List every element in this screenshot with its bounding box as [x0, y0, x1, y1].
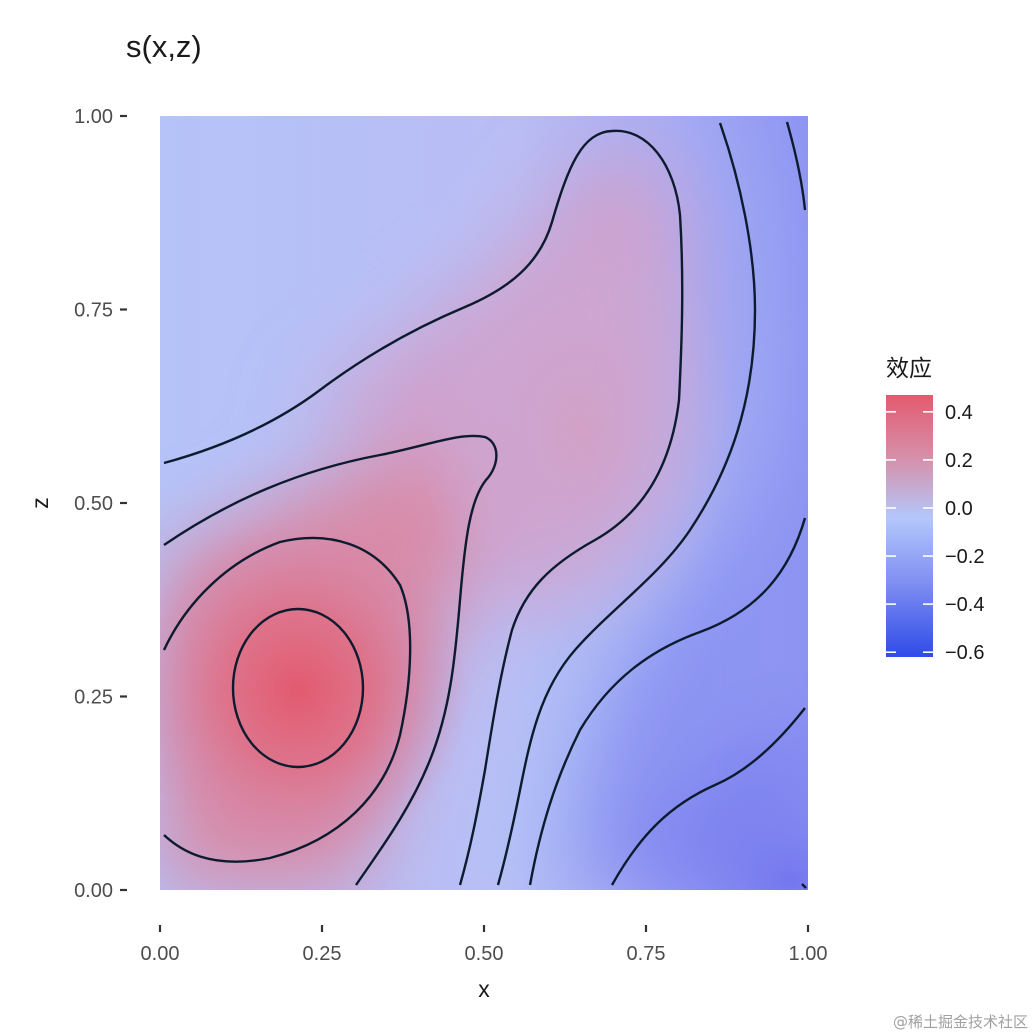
- heat-hotspot: [160, 515, 468, 865]
- y-axis-title: z: [27, 497, 53, 509]
- contour-line: [801, 883, 807, 889]
- plot-panel: [160, 116, 808, 890]
- y-tick-label: 0.75: [74, 300, 113, 322]
- heat-region-cool-right: [560, 116, 808, 890]
- legend-tick-label: −0.2: [945, 546, 984, 568]
- legend-title: 效应: [886, 356, 932, 382]
- contour-line: [528, 517, 807, 886]
- y-tick-label: 0.25: [74, 687, 113, 709]
- heat-cool-glow: [620, 750, 808, 890]
- legend-tick-label: 0.4: [945, 402, 973, 424]
- x-axis-title: x: [478, 976, 490, 1002]
- legend-ticks: 0.4 0.2 0.0 −0.2 −0.4 −0.6: [886, 402, 984, 664]
- heat-ridge-glow: [420, 210, 740, 650]
- legend-tick-label: −0.4: [945, 594, 984, 616]
- x-tick-label: 0.00: [141, 943, 180, 965]
- x-tick-label: 0.50: [465, 943, 504, 965]
- contour-line: [163, 129, 684, 886]
- contour-line: [785, 121, 807, 211]
- y-tick-label: 0.00: [74, 880, 113, 902]
- contour-lines: [162, 121, 807, 889]
- x-tick-label: 0.75: [627, 943, 666, 965]
- contour-line: [610, 707, 806, 886]
- legend-tick-label: 0.0: [945, 498, 973, 520]
- watermark: @稀土掘金技术社区: [892, 1013, 1028, 1031]
- legend: 效应 0.4 0.2 0.0 −0.2 −0.4 −0.6: [886, 356, 984, 664]
- contour-line: [496, 122, 757, 886]
- x-axis: 0.00 0.25 0.50 0.75 1.00: [141, 925, 828, 965]
- contour-line: [231, 607, 365, 769]
- x-tick-label: 0.25: [303, 943, 342, 965]
- legend-colorbar: [886, 395, 933, 657]
- contour-line: [163, 434, 498, 886]
- legend-tick-label: −0.6: [945, 642, 984, 664]
- legend-tick-label: 0.2: [945, 450, 973, 472]
- y-axis: 0.00 0.25 0.50 0.75 1.00: [74, 106, 127, 902]
- contour-line: [162, 536, 412, 863]
- heat-region-neutral-band: [480, 116, 768, 890]
- chart-title: s(x,z): [126, 29, 202, 64]
- x-tick-label: 1.00: [789, 943, 828, 965]
- y-tick-label: 1.00: [74, 106, 113, 128]
- y-tick-label: 0.50: [74, 493, 113, 515]
